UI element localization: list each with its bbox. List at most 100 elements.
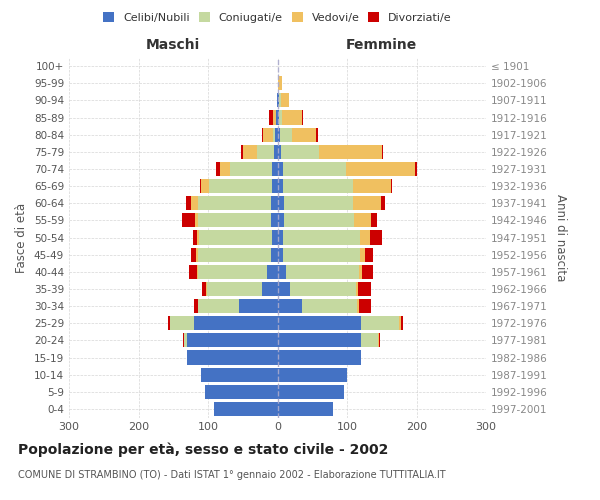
Bar <box>354 214 371 228</box>
Bar <box>220 162 230 176</box>
Bar <box>279 94 281 108</box>
Bar <box>277 145 281 159</box>
Bar <box>277 162 283 176</box>
Bar <box>277 368 347 382</box>
Bar <box>381 196 385 210</box>
Bar <box>277 350 361 364</box>
Bar <box>271 214 277 228</box>
Bar <box>319 145 382 159</box>
Bar <box>358 299 359 313</box>
Bar <box>275 128 277 141</box>
Bar <box>276 110 277 124</box>
Bar <box>197 230 199 244</box>
Bar <box>359 299 371 313</box>
Bar <box>271 248 277 262</box>
Bar <box>286 265 359 279</box>
Bar <box>206 282 262 296</box>
Bar <box>277 196 284 210</box>
Bar <box>283 230 359 244</box>
Bar <box>359 265 362 279</box>
Bar <box>415 162 416 176</box>
Bar <box>191 248 196 262</box>
Bar <box>198 196 271 210</box>
Bar <box>191 196 198 210</box>
Bar <box>277 76 278 90</box>
Bar <box>263 128 274 141</box>
Bar <box>379 334 380 347</box>
Bar <box>184 334 187 347</box>
Bar <box>195 214 198 228</box>
Bar <box>277 385 344 399</box>
Bar <box>182 214 195 228</box>
Bar <box>241 145 243 159</box>
Legend: Celibi/Nubili, Coniugati/e, Vedovi/e, Divorziati/e: Celibi/Nubili, Coniugati/e, Vedovi/e, Di… <box>100 9 455 26</box>
Bar <box>370 230 382 244</box>
Bar <box>271 196 277 210</box>
Bar <box>277 179 283 193</box>
Bar <box>205 385 277 399</box>
Bar <box>277 248 283 262</box>
Bar <box>359 248 365 262</box>
Bar <box>262 282 277 296</box>
Bar <box>239 299 277 313</box>
Y-axis label: Fasce di età: Fasce di età <box>16 202 28 272</box>
Text: Maschi: Maschi <box>146 38 200 52</box>
Bar <box>217 162 220 176</box>
Bar <box>272 110 276 124</box>
Bar <box>262 128 263 141</box>
Bar <box>277 334 361 347</box>
Bar <box>401 316 403 330</box>
Bar <box>359 230 370 244</box>
Bar <box>243 145 257 159</box>
Bar <box>187 350 277 364</box>
Bar <box>277 110 279 124</box>
Bar <box>209 179 272 193</box>
Bar <box>277 282 290 296</box>
Bar <box>290 282 356 296</box>
Bar <box>283 162 346 176</box>
Bar <box>277 402 333 416</box>
Bar <box>277 299 302 313</box>
Bar <box>257 145 274 159</box>
Bar <box>202 282 206 296</box>
Bar <box>267 265 277 279</box>
Bar <box>194 299 197 313</box>
Bar <box>200 179 201 193</box>
Bar <box>230 162 272 176</box>
Bar <box>277 214 284 228</box>
Bar <box>362 265 373 279</box>
Bar <box>183 334 184 347</box>
Bar <box>272 179 277 193</box>
Bar <box>272 230 277 244</box>
Bar <box>316 128 318 141</box>
Bar <box>274 128 275 141</box>
Bar <box>277 128 280 141</box>
Bar <box>302 299 358 313</box>
Bar <box>167 316 170 330</box>
Bar <box>214 402 277 416</box>
Bar <box>277 230 283 244</box>
Bar <box>283 248 359 262</box>
Bar <box>277 316 361 330</box>
Bar <box>196 248 197 262</box>
Bar <box>279 110 283 124</box>
Text: Femmine: Femmine <box>346 38 418 52</box>
Bar <box>283 110 302 124</box>
Bar <box>201 368 277 382</box>
Bar <box>399 316 401 330</box>
Bar <box>391 179 392 193</box>
Y-axis label: Anni di nascita: Anni di nascita <box>554 194 567 281</box>
Bar <box>277 265 286 279</box>
Text: Popolazione per età, sesso e stato civile - 2002: Popolazione per età, sesso e stato civil… <box>18 442 388 457</box>
Bar <box>353 196 381 210</box>
Bar <box>356 282 358 296</box>
Bar <box>272 162 277 176</box>
Bar <box>358 282 371 296</box>
Bar <box>283 179 353 193</box>
Text: COMUNE DI STRAMBINO (TO) - Dati ISTAT 1° gennaio 2002 - Elaborazione TUTTITALIA.: COMUNE DI STRAMBINO (TO) - Dati ISTAT 1°… <box>18 470 446 480</box>
Bar <box>187 334 277 347</box>
Bar <box>199 230 272 244</box>
Bar <box>302 110 303 124</box>
Bar <box>284 214 354 228</box>
Bar <box>361 334 378 347</box>
